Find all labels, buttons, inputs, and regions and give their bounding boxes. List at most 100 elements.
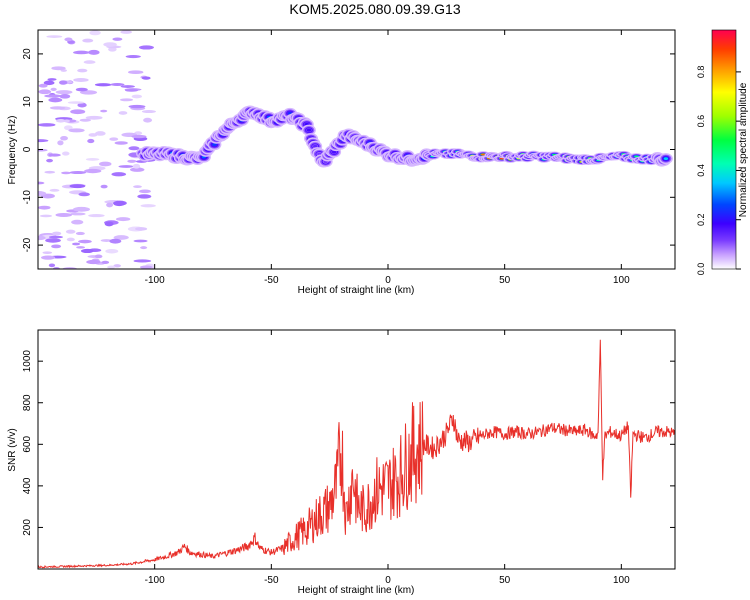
- spectrogram-cell: [313, 144, 318, 148]
- spectrogram-noise-speck: [38, 205, 51, 210]
- spectrogram-noise-speck: [85, 115, 103, 120]
- spectrogram-y-tick-label: 0: [22, 146, 33, 152]
- spectrogram-noise-speck: [111, 172, 127, 177]
- spectrogram-noise-speck: [128, 146, 140, 151]
- snr-y-tick-label: 600: [22, 436, 33, 453]
- snr-y-tick-label: 200: [22, 519, 33, 536]
- spectrogram-noise-speck: [68, 128, 85, 133]
- spectrogram-noise-speck: [110, 83, 125, 86]
- snr-y-tick-label: 800: [22, 394, 33, 411]
- spectrogram-noise-speck: [135, 227, 148, 231]
- spectrogram-y-tick-label: 20: [22, 48, 33, 60]
- spectrogram-noise-speck: [50, 87, 57, 91]
- spectrogram-noise-speck: [45, 238, 61, 243]
- spectrogram-noise-speck: [55, 212, 73, 218]
- spectrogram-x-tick-label: -50: [264, 275, 279, 286]
- spectrogram-noise-speck: [51, 244, 62, 249]
- spectrogram-noise-speck: [76, 246, 86, 249]
- spectrogram-noise-speck: [51, 231, 62, 236]
- spectrogram-noise-speck: [72, 242, 81, 246]
- spectrogram-noise-speck: [38, 139, 49, 143]
- colorbar: 0.0 0.2 0.4 0.6 0.8 Normalized spectral ampl…: [696, 29, 749, 276]
- spectrogram-noise-speck: [44, 170, 56, 174]
- spectrogram-cell: [212, 143, 217, 147]
- spectrogram-noise-speck: [104, 221, 114, 227]
- snr-y-label: SNR (v/v): [7, 428, 18, 471]
- spectrogram-noise-speck: [119, 98, 134, 102]
- spectrogram-noise-speck: [118, 165, 134, 168]
- spectrogram-noise-speck: [85, 157, 100, 161]
- spectrogram-noise-speck: [115, 217, 131, 222]
- spectrogram-noise-speck: [46, 35, 63, 38]
- spectrogram-noise-speck: [83, 60, 96, 64]
- spectrogram-noise-speck: [84, 168, 102, 174]
- spectrogram-noise-speck: [88, 133, 98, 137]
- spectrogram-noise-speck: [77, 102, 87, 108]
- snr-x-tick-label: 0: [385, 575, 391, 586]
- colorbar-tick-label: 0.6: [696, 115, 706, 128]
- spectrogram-noise-speck: [59, 94, 71, 99]
- spectrogram-noise-speck: [106, 202, 114, 208]
- spectrogram-noise-speck: [55, 118, 66, 123]
- spectrogram-noise-speck: [124, 89, 139, 92]
- spectrogram-noise-speck: [113, 264, 121, 268]
- spectrogram-noise-speck: [113, 235, 129, 240]
- spectrogram-noise-speck: [69, 184, 86, 189]
- spectrogram-noise-speck: [47, 78, 57, 81]
- spectrogram-x-label: Height of straight line (km): [298, 285, 415, 296]
- snr-series-line: [38, 339, 675, 569]
- spectrogram-noise-speck: [109, 137, 119, 141]
- spectrogram-noise-speck: [51, 66, 66, 71]
- snr-x-ticks: -100 -50 0 50 100: [145, 330, 630, 586]
- spectrogram-noise-speck: [138, 45, 154, 50]
- spectrogram-noise-speck: [120, 30, 133, 34]
- spectrogram-noise-speck: [77, 68, 88, 73]
- spectrogram-noise-speck: [62, 151, 70, 156]
- spectrogram-noise-speck: [139, 189, 151, 194]
- spectrogram-noise-speck: [48, 97, 63, 103]
- spectrogram-noise-speck: [73, 78, 89, 82]
- spectrogram-noise-speck: [44, 94, 62, 98]
- spectrogram-noise-speck: [78, 192, 90, 197]
- spectrogram-y-tick-label: -20: [22, 237, 33, 252]
- spectrogram-noise-speck: [100, 184, 108, 189]
- spectrogram-noise-speck: [132, 163, 141, 169]
- colorbar-tick-label: 0.4: [696, 164, 706, 177]
- spectrogram-noise-speck: [64, 37, 73, 42]
- spectrogram-noise-speck: [141, 110, 156, 114]
- spectrogram-noise-speck: [38, 123, 56, 127]
- spectrogram-noise-speck: [113, 201, 126, 207]
- spectrogram-noise-speck: [108, 47, 117, 52]
- spectrogram-noise-speck: [49, 106, 66, 110]
- colorbar-tick-label: 0.8: [696, 66, 706, 79]
- spectrogram-noise-speck: [69, 170, 87, 175]
- spectrogram-noise-speck: [105, 248, 119, 254]
- spectrogram-noise-speck: [133, 185, 142, 189]
- spectrogram-noise-speck: [140, 204, 156, 208]
- spectrogram-noise-speck: [48, 263, 56, 268]
- spectrogram-noise-speck: [131, 134, 147, 139]
- spectrogram-noise-speck: [89, 30, 101, 36]
- colorbar-ticks: 0.0 0.2 0.4 0.6 0.8: [696, 66, 741, 276]
- colorbar-tick-label: 0.0: [696, 263, 706, 276]
- spectrogram-noise-speck: [107, 265, 116, 269]
- spectrogram-noise-speck: [38, 235, 46, 241]
- spectrogram-marks: [38, 30, 673, 269]
- spectrogram-noise-speck: [60, 136, 68, 141]
- spectrogram-noise-speck: [57, 140, 64, 146]
- spectrogram-noise-speck: [78, 239, 92, 244]
- spectrogram-noise-speck: [42, 251, 53, 254]
- spectrogram-noise-speck: [137, 194, 152, 199]
- snr-x-tick-label: -50: [264, 575, 279, 586]
- spectrogram-noise-speck: [94, 83, 112, 87]
- spectrogram-noise-speck: [87, 138, 95, 144]
- spectrogram-noise-speck: [94, 254, 103, 259]
- spectrogram-y-tick-label: -10: [22, 190, 33, 205]
- colorbar-tick-label: 0.2: [696, 213, 706, 226]
- snr-x-tick-label: -100: [145, 575, 165, 586]
- figure-title: KOM5.2025.080.09.39.G13: [289, 1, 461, 17]
- spectrogram-noise-speck: [118, 111, 128, 115]
